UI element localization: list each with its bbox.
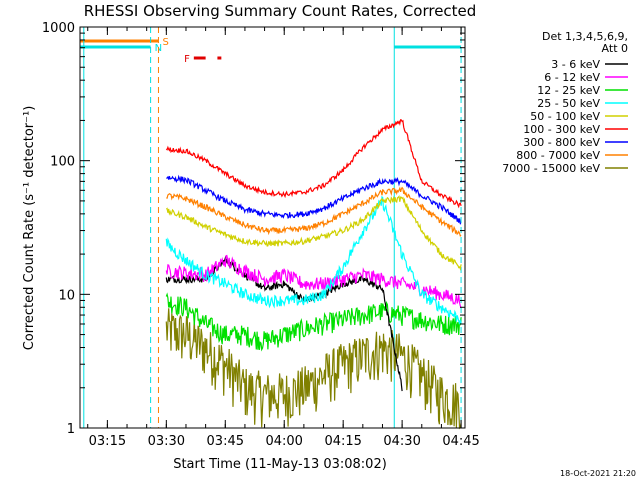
- y-tick-label-3: 1000: [42, 21, 75, 36]
- flag-label-F: F: [184, 54, 190, 65]
- series-line-5: [165, 119, 462, 209]
- legend-label-5: 100 - 300 keV: [523, 123, 600, 136]
- legend-header-1: Att 0: [602, 42, 628, 55]
- x-tick-label-5: 04:30: [383, 434, 420, 449]
- x-tick-label-1: 03:30: [148, 434, 185, 449]
- y-axis-label: Corrected Count Rate (s⁻¹ detector⁻¹): [22, 106, 37, 351]
- x-axis-label: Start Time (11-May-13 03:08:02): [173, 457, 387, 472]
- legend-label-1: 6 - 12 keV: [544, 71, 600, 84]
- legend-label-7: 800 - 7000 keV: [516, 149, 600, 162]
- x-tick-label-3: 04:00: [265, 434, 302, 449]
- series-line-2: [165, 292, 462, 352]
- series-line-4: [165, 195, 462, 271]
- axes-layer: 03:15 03:30 03:45 04:00 04:15 04:30 04:45 1 10 10…: [42, 21, 480, 449]
- series-line-8: [165, 308, 462, 430]
- y-tick-label-0: 1: [67, 422, 75, 437]
- series-line-7: [166, 186, 462, 237]
- x-tick-label-6: 04:45: [442, 434, 479, 449]
- plot-frame: [79, 26, 466, 429]
- flag-label-S: S: [162, 37, 168, 48]
- x-tick-label-0: 03:15: [89, 434, 126, 449]
- x-tick-label-2: 03:45: [207, 434, 244, 449]
- flags-layer: SNF: [79, 37, 462, 65]
- x-tick-label-4: 04:15: [324, 434, 361, 449]
- legend-label-2: 12 - 25 keV: [537, 84, 600, 97]
- series-line-6: [166, 174, 462, 225]
- y-tick-label-1: 10: [58, 288, 75, 303]
- legend-label-6: 300 - 800 keV: [523, 136, 600, 149]
- timestamp: 18-Oct-2021 21:20: [560, 469, 636, 478]
- legend-label-4: 50 - 100 keV: [530, 110, 600, 123]
- legend-header-0: Det 1,3,4,5,6,9,: [542, 30, 628, 43]
- legend-label-8: 7000 - 15000 keV: [502, 162, 600, 175]
- series-line-1: [165, 254, 462, 309]
- series-layer: [165, 119, 462, 430]
- legend-label-0: 3 - 6 keV: [551, 58, 600, 71]
- y-tick-label-2: 100: [50, 155, 75, 170]
- chart-title: RHESSI Observing Summary Count Rates, Co…: [84, 2, 477, 20]
- legend-label-3: 25 - 50 keV: [537, 97, 600, 110]
- series-line-3: [165, 195, 462, 325]
